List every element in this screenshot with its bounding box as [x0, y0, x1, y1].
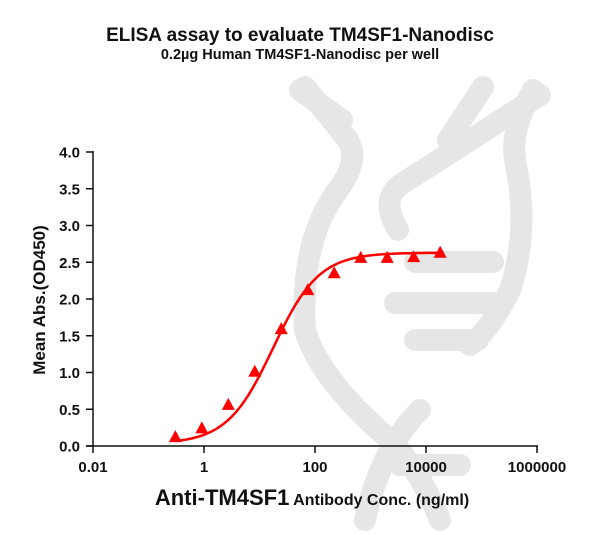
chart-title: ELISA assay to evaluate TM4SF1-Nanodisc — [106, 25, 494, 46]
chart-subtitle: 0.2µg Human TM4SF1-Nanodisc per well — [160, 47, 440, 63]
data-point-triangle-icon — [433, 245, 447, 258]
x-axis-title-bold: Anti-TM4SF1 — [155, 485, 289, 510]
y-tick-label: 1.0 — [59, 365, 80, 382]
watermark-dna-icon — [289, 76, 551, 531]
y-axis-title: Mean Abs.(OD450) — [30, 225, 49, 375]
data-point-triangle-icon — [195, 421, 209, 434]
y-tick-label: 2.5 — [59, 255, 80, 272]
y-tick-label: 2.0 — [59, 292, 80, 309]
y-tick-label: 0.5 — [59, 402, 80, 419]
data-point-triangle-icon — [301, 283, 315, 296]
x-axis-title-rest: Antibody Conc. (ng/ml) — [289, 492, 469, 509]
x-tick-label: 1 — [200, 459, 208, 476]
data-point-triangle-icon — [354, 250, 368, 263]
data-point-triangle-icon — [168, 430, 182, 443]
y-tick-label: 4.0 — [59, 145, 80, 162]
x-tick-label: 0.01 — [78, 459, 107, 476]
y-tick-label: 3.5 — [59, 181, 80, 198]
data-point-triangle-icon — [274, 322, 288, 335]
y-tick-label: 3.0 — [59, 218, 80, 235]
x-tick-label: 1000000 — [508, 459, 566, 476]
y-tick-label: 1.5 — [59, 328, 80, 345]
y-tick-label: 0.0 — [59, 439, 80, 456]
x-axis-title: Anti-TM4SF1 Antibody Conc. (ng/ml) — [155, 485, 469, 510]
data-point-triangle-icon — [407, 250, 421, 263]
data-point-triangle-icon — [221, 397, 235, 410]
x-axis-ticks: 0.01 1 100 10000 1000000 — [78, 446, 566, 476]
data-point-triangle-icon — [248, 364, 262, 377]
data-point-triangle-icon — [327, 266, 341, 279]
data-point-triangle-icon — [380, 250, 394, 263]
x-tick-label: 100 — [302, 459, 327, 476]
y-axis-ticks: 0.0 0.5 1.0 1.5 2.0 2.5 3.0 3.5 4.0 — [59, 145, 93, 456]
x-tick-label: 10000 — [405, 459, 447, 476]
data-points — [168, 245, 447, 443]
